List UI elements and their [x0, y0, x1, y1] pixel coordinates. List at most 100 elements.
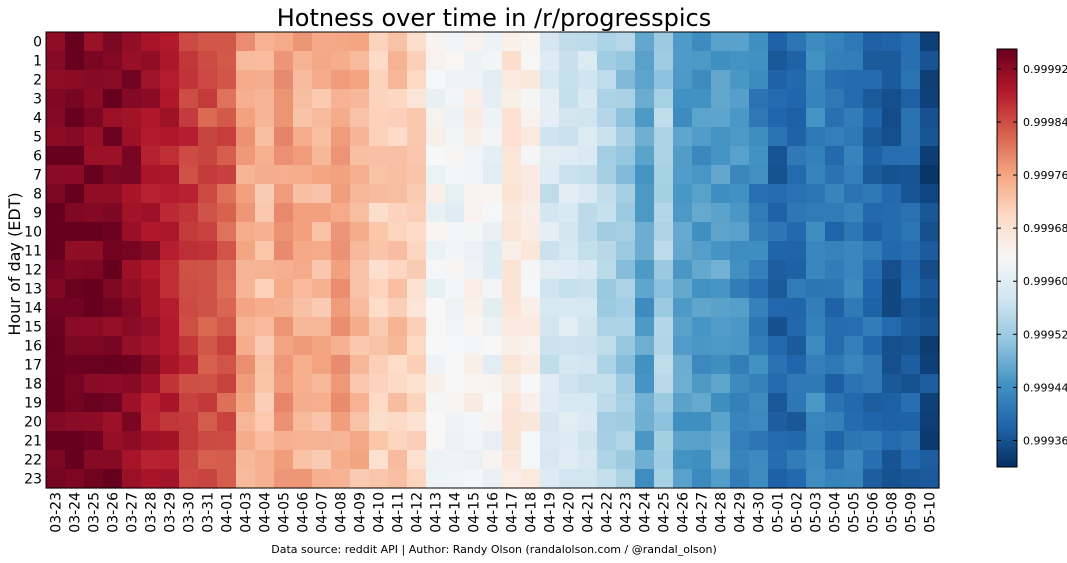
x-tick-label: 03-27 [125, 492, 141, 533]
heatmap-cell [217, 241, 237, 261]
heatmap-cell [141, 450, 161, 470]
heatmap-cells [46, 32, 940, 489]
heatmap-cell [141, 108, 161, 128]
heatmap-cell [559, 469, 579, 489]
heatmap-cell [274, 184, 294, 204]
heatmap-cell [236, 222, 256, 242]
heatmap-cell [388, 89, 408, 109]
heatmap-cell [559, 260, 579, 280]
heatmap-cell [730, 203, 750, 223]
heatmap-cell [654, 412, 674, 432]
heatmap-cell [179, 108, 199, 128]
heatmap-cell [825, 203, 845, 223]
heatmap-cell [350, 70, 370, 90]
heatmap-cell [559, 355, 579, 375]
heatmap-cell [255, 241, 275, 261]
heatmap-cell [730, 32, 750, 52]
heatmap-cell [388, 127, 408, 147]
heatmap-cell [521, 127, 541, 147]
y-axis-label: Hour of day (EDT) [5, 192, 24, 335]
heatmap-cell [84, 108, 104, 128]
x-tick-label: 05-09 [904, 492, 920, 533]
heatmap-cell [407, 184, 427, 204]
heatmap-cell [179, 260, 199, 280]
heatmap-cell [141, 51, 161, 71]
heatmap-cell [673, 241, 693, 261]
heatmap-cell [597, 412, 617, 432]
heatmap-cell [445, 393, 465, 413]
heatmap-cell [255, 355, 275, 375]
heatmap-cell [806, 374, 826, 394]
heatmap-cell [559, 336, 579, 356]
x-tick-label: 04-01 [220, 492, 236, 533]
heatmap-cell [388, 469, 408, 489]
heatmap-cell [483, 51, 503, 71]
heatmap-cell [464, 336, 484, 356]
heatmap-cell [464, 108, 484, 128]
heatmap-cell [46, 412, 66, 432]
heatmap-cell [274, 146, 294, 166]
heatmap-cell [350, 184, 370, 204]
heatmap-cell [217, 146, 237, 166]
heatmap-cell [179, 127, 199, 147]
heatmap-cell [806, 70, 826, 90]
heatmap-cell [293, 450, 313, 470]
heatmap-cell [825, 279, 845, 299]
heatmap-cell [578, 260, 598, 280]
heatmap-cell [749, 450, 769, 470]
heatmap-cell [768, 108, 788, 128]
heatmap-cell [274, 336, 294, 356]
heatmap-cell [692, 355, 712, 375]
heatmap-cell [255, 70, 275, 90]
heatmap-cell [768, 336, 788, 356]
heatmap-cell [293, 336, 313, 356]
heatmap-cell [502, 184, 522, 204]
x-tick-label: 04-26 [676, 492, 692, 533]
heatmap-cell [369, 374, 389, 394]
heatmap-cell [331, 184, 351, 204]
heatmap-cell [407, 450, 427, 470]
heatmap-cell [711, 127, 731, 147]
heatmap-cell [863, 222, 883, 242]
heatmap-cell [654, 70, 674, 90]
heatmap-cell [825, 450, 845, 470]
heatmap-cell [445, 146, 465, 166]
heatmap-cell [616, 260, 636, 280]
heatmap-cell [559, 165, 579, 185]
heatmap-cell [540, 469, 560, 489]
heatmap-cell [578, 298, 598, 318]
heatmap-cell [673, 355, 693, 375]
heatmap-cell [331, 298, 351, 318]
heatmap-cell [654, 127, 674, 147]
heatmap-cell [122, 279, 142, 299]
heatmap-cell [711, 146, 731, 166]
heatmap-cell [635, 241, 655, 261]
heatmap-cell [293, 260, 313, 280]
heatmap-cell [483, 355, 503, 375]
heatmap-cell [502, 298, 522, 318]
heatmap-cell [673, 469, 693, 489]
heatmap-cell [103, 108, 123, 128]
heatmap-cell [673, 108, 693, 128]
heatmap-cell [407, 203, 427, 223]
heatmap-cell [160, 108, 180, 128]
heatmap-cell [863, 89, 883, 109]
heatmap-cell [236, 412, 256, 432]
heatmap-cell [141, 279, 161, 299]
heatmap-cell [768, 431, 788, 451]
y-tick-label: 23 [24, 472, 42, 488]
x-tick-label: 04-15 [467, 492, 483, 533]
heatmap-cell [46, 51, 66, 71]
x-tick-label: 04-28 [714, 492, 730, 533]
heatmap-cell [711, 222, 731, 242]
heatmap-cell [369, 355, 389, 375]
heatmap-cell [616, 32, 636, 52]
heatmap-cell [369, 184, 389, 204]
heatmap-cell [46, 32, 66, 52]
heatmap-cell [426, 317, 446, 337]
heatmap-cell [388, 184, 408, 204]
heatmap-cell [407, 108, 427, 128]
heatmap-cell [65, 260, 85, 280]
heatmap-cell [749, 279, 769, 299]
heatmap-cell [673, 32, 693, 52]
